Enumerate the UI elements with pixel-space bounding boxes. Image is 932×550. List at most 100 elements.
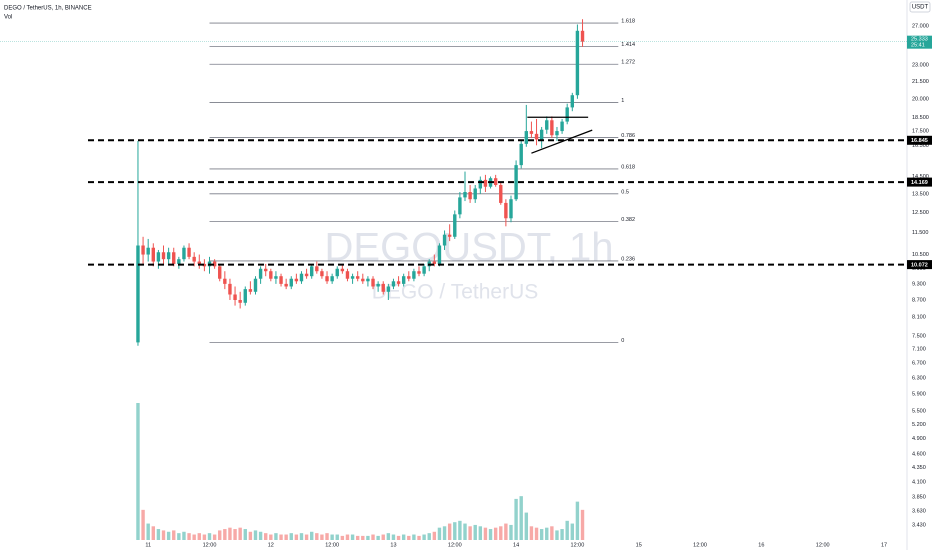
x-tick-label: 12:00 [203,542,217,548]
volume-bar [396,535,401,540]
y-tick-label: 3.850 [912,494,926,500]
volume-bar [233,529,237,540]
volume-bar [391,534,396,540]
fib-label: 1 [621,98,624,104]
volume-bar [161,530,166,540]
volume-bar [202,534,207,540]
y-tick-label: 20.000 [912,96,929,102]
fib-label: 0.382 [621,217,635,223]
y-tick-label: 5.500 [912,408,926,414]
volume-bar [570,523,575,540]
candle-body [299,273,304,282]
x-tick-label: 13 [390,542,396,548]
candle-body [539,129,544,140]
candle-body [243,289,247,303]
candle-body [161,252,166,260]
volume-bar [223,529,227,540]
candle-body [182,247,186,260]
candle-body [151,247,155,262]
volume-bar [453,522,457,540]
fib-label: 1.618 [621,18,635,24]
y-tick-label: 8.100 [912,315,926,321]
trendline [531,129,593,154]
x-tick-label: 14 [513,542,519,548]
volume-bar [493,527,498,540]
volume-bar [422,534,426,540]
y-tick-label: 9.900 [912,266,926,272]
y-tick-label: 3.430 [912,522,926,528]
candle-body [218,266,222,279]
candle-body [447,234,452,237]
candle-body [289,278,293,287]
y-tick-label: 4.600 [912,451,926,457]
candle-body [279,276,283,284]
volume-bar [427,533,431,540]
volume-bar [401,534,406,540]
volume-bar [304,534,309,540]
volume-bar [141,509,145,540]
volume-bar [499,526,503,540]
volume-bar [248,531,253,540]
level-box [907,260,932,270]
candle-body [407,276,411,279]
volume-bar [284,534,288,540]
volume-bar [437,527,442,540]
volume-bar [274,533,278,540]
volume-bar [315,533,319,540]
x-tick-label: 17 [881,542,887,548]
volume-bar [182,531,186,540]
candle-body [514,165,518,200]
candle-body [294,278,299,282]
y-tick-label: 14.500 [912,174,929,180]
candle-body [233,294,237,300]
volume-bar [539,529,544,540]
candle-body [330,276,334,282]
candle-body [320,271,324,277]
candle-body [350,276,355,279]
x-tick-label: 12:00 [693,542,707,548]
countdown: 25:41 [911,43,925,49]
candle-body [534,133,539,140]
candle-body [325,276,329,282]
y-tick-label: 5.200 [912,422,926,428]
x-tick-label: 12:00 [325,542,339,548]
volume-bar [279,534,283,540]
volume-bar [534,527,539,540]
candle-body [264,268,268,272]
candle-body [391,281,396,287]
candle-body [422,266,426,274]
volume-bar [320,534,324,540]
y-tick-label: 7.500 [912,333,926,339]
candle-body [361,278,365,282]
candle-body [187,247,191,257]
candle-body [417,271,421,274]
x-tick-label: 12:00 [571,542,585,548]
candle-body [177,259,181,264]
volume-bar [243,529,247,540]
volume-bar [580,509,585,540]
currency-box [909,1,931,13]
candle-body [550,120,554,136]
candle-body [565,107,569,122]
y-tick-label: 4.350 [912,465,926,471]
y-tick-label: 21.500 [912,79,929,85]
current-price-box [907,35,932,49]
candle-body [253,278,258,292]
volume-bar [386,533,391,540]
current-price-label: 25.333 [911,37,928,43]
x-tick-label: 12 [268,542,274,548]
fib-label: 0 [621,338,624,344]
candle-body [197,261,201,264]
candle-body [371,278,375,287]
y-tick-label: 16.500 [912,143,929,149]
candle-body [223,278,227,284]
x-tick-label: 12:00 [816,542,830,548]
candle-body [335,268,339,277]
volume-bar [218,530,222,540]
candle-body [228,283,232,295]
y-tick-label: 4.100 [912,479,926,485]
volume-bar [166,531,171,540]
y-tick-label: 12.500 [912,210,929,216]
candle-body [166,252,171,260]
volume-bar [463,523,467,540]
